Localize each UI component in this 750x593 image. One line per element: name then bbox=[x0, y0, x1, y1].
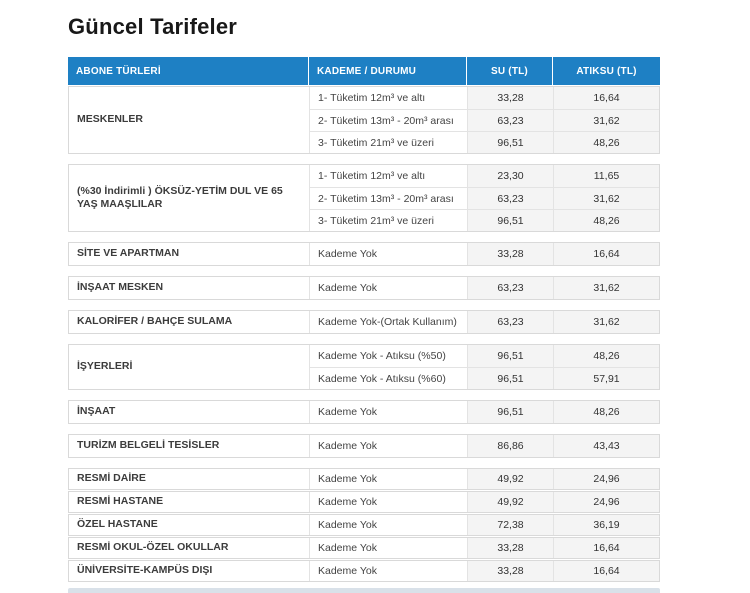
tariff-section: MESKENLER 1- Tüketim 12m³ ve altı 33,28 16,… bbox=[68, 86, 660, 154]
subscriber-type-label: MESKENLER bbox=[77, 113, 143, 126]
tier-cell: 2- Tüketim 13m³ - 20m³ arası bbox=[309, 187, 467, 209]
atiksu-value-cell: 11,65 bbox=[553, 165, 659, 187]
su-value-cell: 63,23 bbox=[467, 277, 553, 299]
tier-cell: Kademe Yok bbox=[309, 492, 467, 512]
tier-cell: Kademe Yok - Atıksu (%50) bbox=[309, 345, 467, 367]
subscriber-type-label: SİTE VE APARTMAN bbox=[77, 247, 180, 260]
tariff-section: (%30 İndirimli ) ÖKSÜZ-YETİM DUL VE 65 Y… bbox=[68, 164, 660, 232]
atiksu-value-cell: 24,96 bbox=[553, 492, 659, 512]
tier-cell: Kademe Yok bbox=[309, 515, 467, 535]
column-header-kademe-durumu: KADEME / DURUMU bbox=[309, 57, 467, 85]
subscriber-type-label: RESMİ DAİRE bbox=[77, 472, 146, 485]
su-value-cell: 33,28 bbox=[467, 538, 553, 558]
subscriber-type-label: İŞYERLERİ bbox=[77, 360, 133, 373]
atiksu-value-cell: 31,62 bbox=[553, 277, 659, 299]
column-header-atiksu: ATIKSU (TL) bbox=[553, 57, 660, 85]
subscriber-type-label: İNŞAAT bbox=[77, 405, 116, 418]
tier-cell: Kademe Yok bbox=[309, 277, 467, 299]
tier-cell: Kademe Yok bbox=[309, 243, 467, 265]
tier-cell: Kademe Yok bbox=[309, 401, 467, 423]
atiksu-value-cell: 31,62 bbox=[553, 109, 659, 131]
su-value-cell: 63,23 bbox=[467, 311, 553, 333]
tier-cell: Kademe Yok bbox=[309, 538, 467, 558]
atiksu-value-cell: 16,64 bbox=[553, 243, 659, 265]
tier-cell: Kademe Yok-(Ortak Kullanım) bbox=[309, 311, 467, 333]
atiksu-value-cell: 24,96 bbox=[553, 469, 659, 489]
su-value-cell: 96,51 bbox=[467, 209, 553, 231]
atiksu-value-cell: 48,26 bbox=[553, 209, 659, 231]
subscriber-type-label: (%30 İndirimli ) ÖKSÜZ-YETİM DUL VE 65 Y… bbox=[77, 184, 283, 210]
atiksu-value-cell: 16,64 bbox=[553, 87, 659, 109]
su-value-cell: 86,86 bbox=[467, 435, 553, 457]
atiksu-value-cell: 43,43 bbox=[553, 435, 659, 457]
su-value-cell: 63,23 bbox=[467, 109, 553, 131]
su-value-cell: 33,28 bbox=[467, 243, 553, 265]
tier-cell: Kademe Yok bbox=[309, 435, 467, 457]
tier-cell: 2- Tüketim 13m³ - 20m³ arası bbox=[309, 109, 467, 131]
su-value-cell: 96,51 bbox=[467, 367, 553, 389]
tariff-section: TURİZM BELGELİ TESİSLER Kademe Yok 86,86 43… bbox=[68, 434, 660, 458]
atiksu-value-cell: 31,62 bbox=[553, 311, 659, 333]
su-value-cell: 96,51 bbox=[467, 401, 553, 423]
su-value-cell: 23,30 bbox=[467, 165, 553, 187]
page-content: Güncel Tarifeler ABONE TÜRLERİ KADEME / … bbox=[68, 14, 660, 593]
tier-cell: 3- Tüketim 21m³ ve üzeri bbox=[309, 131, 467, 153]
tier-cell: Kademe Yok - Atıksu (%60) bbox=[309, 367, 467, 389]
su-value-cell: 96,51 bbox=[467, 131, 553, 153]
tariff-section: İNŞAAT MESKEN Kademe Yok 63,23 31,62 bbox=[68, 276, 660, 300]
su-value-cell: 49,92 bbox=[467, 469, 553, 489]
atiksu-value-cell: 48,26 bbox=[553, 131, 659, 153]
atiksu-value-cell: 48,26 bbox=[553, 401, 659, 423]
su-value-cell: 63,23 bbox=[467, 187, 553, 209]
column-header-su: SU (TL) bbox=[467, 57, 553, 85]
atiksu-value-cell: 31,62 bbox=[553, 187, 659, 209]
tariff-section: RESMİ DAİRE Kademe Yok 49,92 24,96 bbox=[68, 468, 660, 490]
subscriber-type-label: RESMİ HASTANE bbox=[77, 495, 164, 508]
subscriber-type-label: İNŞAAT MESKEN bbox=[77, 281, 164, 294]
su-value-cell: 49,92 bbox=[467, 492, 553, 512]
subscriber-type-label: ÖZEL HASTANE bbox=[77, 518, 158, 531]
subscriber-type-label: RESMİ OKUL-ÖZEL OKULLAR bbox=[77, 541, 229, 554]
atiksu-value-cell: 57,91 bbox=[553, 367, 659, 389]
next-table-top-edge bbox=[68, 588, 660, 593]
atiksu-value-cell: 48,26 bbox=[553, 345, 659, 367]
subscriber-type-label: TURİZM BELGELİ TESİSLER bbox=[77, 439, 220, 452]
atiksu-value-cell: 16,64 bbox=[553, 561, 659, 581]
page-title: Güncel Tarifeler bbox=[68, 14, 238, 39]
tariff-section: İNŞAAT Kademe Yok 96,51 48,26 bbox=[68, 400, 660, 424]
tariff-table-header: ABONE TÜRLERİ KADEME / DURUMU SU (TL) AT… bbox=[68, 57, 660, 85]
su-value-cell: 96,51 bbox=[467, 345, 553, 367]
su-value-cell: 72,38 bbox=[467, 515, 553, 535]
su-value-cell: 33,28 bbox=[467, 87, 553, 109]
atiksu-value-cell: 16,64 bbox=[553, 538, 659, 558]
tier-cell: 1- Tüketim 12m³ ve altı bbox=[309, 165, 467, 187]
tariff-section: SİTE VE APARTMAN Kademe Yok 33,28 16,64 bbox=[68, 242, 660, 266]
tariff-section: ÜNİVERSİTE-KAMPÜS DIŞI Kademe Yok 33,28 16,… bbox=[68, 560, 660, 582]
tier-cell: 3- Tüketim 21m³ ve üzeri bbox=[309, 209, 467, 231]
subscriber-type-label: ÜNİVERSİTE-KAMPÜS DIŞI bbox=[77, 564, 213, 577]
tier-cell: 1- Tüketim 12m³ ve altı bbox=[309, 87, 467, 109]
su-value-cell: 33,28 bbox=[467, 561, 553, 581]
atiksu-value-cell: 36,19 bbox=[553, 515, 659, 535]
tariff-section: KALORİFER / BAHÇE SULAMA Kademe Yok-(Orta… bbox=[68, 310, 660, 334]
tier-cell: Kademe Yok bbox=[309, 469, 467, 489]
tier-cell: Kademe Yok bbox=[309, 561, 467, 581]
tariff-section: RESMİ HASTANE Kademe Yok 49,92 24,96 bbox=[68, 491, 660, 513]
column-header-abone-turleri: ABONE TÜRLERİ bbox=[68, 57, 309, 85]
tariff-section: ÖZEL HASTANE Kademe Yok 72,38 36,19 bbox=[68, 514, 660, 536]
tariff-section: RESMİ OKUL-ÖZEL OKULLAR Kademe Yok 33,28 16… bbox=[68, 537, 660, 559]
tariff-sections: MESKENLER 1- Tüketim 12m³ ve altı 33,28 16,… bbox=[68, 86, 660, 582]
subscriber-type-label: KALORİFER / BAHÇE SULAMA bbox=[77, 315, 233, 328]
tariff-section: İŞYERLERİ Kademe Yok - Atıksu (%50) 96,51 4… bbox=[68, 344, 660, 390]
